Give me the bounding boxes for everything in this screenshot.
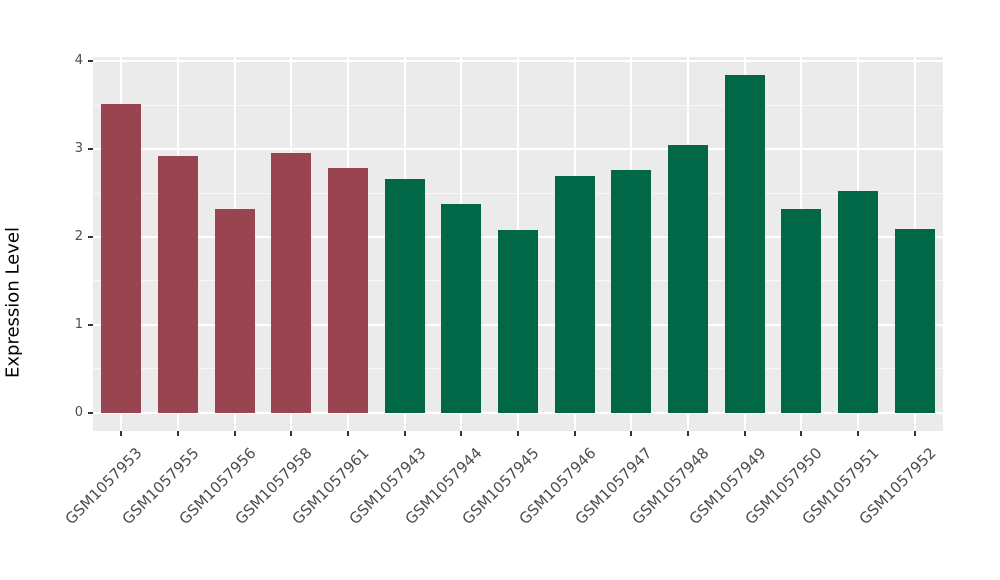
y-axis-title: Expression Level (2, 227, 24, 378)
x-tick-mark (517, 431, 519, 436)
x-tick-mark (290, 431, 293, 436)
x-tick-mark (120, 431, 123, 436)
y-tick-mark (88, 235, 93, 238)
bar (384, 179, 425, 413)
bar (894, 229, 935, 413)
x-tick-mark (460, 431, 463, 436)
y-tick-mark (88, 411, 93, 414)
x-tick-mark (630, 431, 633, 436)
x-tick-mark (573, 431, 576, 436)
bar (781, 208, 822, 413)
bar (214, 208, 255, 413)
plot-panel (93, 57, 943, 431)
bar (611, 170, 652, 413)
x-tick-mark (743, 431, 746, 436)
bar (498, 229, 538, 413)
bar (101, 104, 142, 413)
x-axis: GSM1057953 GSM1057955 GSM1057956 GSM1057958… (62, 431, 943, 580)
y-tick-mark (88, 148, 93, 151)
y-tick-label: 2 (74, 228, 83, 244)
y-tick-label: 3 (74, 141, 83, 157)
x-tick-mark (800, 431, 803, 436)
bar (838, 191, 878, 413)
y-tick-mark (88, 60, 93, 63)
bar (441, 203, 482, 413)
bar (328, 168, 368, 413)
bar (668, 144, 708, 413)
x-tick-mark (687, 431, 689, 436)
bar (724, 74, 765, 413)
bar (271, 152, 312, 413)
x-tick-mark (403, 431, 406, 436)
bar (158, 156, 198, 413)
x-tick-mark (233, 431, 236, 436)
y-axis: Expression Level 0 1 2 3 4 (0, 53, 93, 431)
x-tick-mark (857, 431, 859, 436)
x-tick-mark (347, 431, 349, 436)
x-tick-mark (177, 431, 179, 436)
x-tick-mark (913, 431, 916, 436)
y-tick-label: 1 (74, 316, 83, 332)
y-tick-label: 4 (74, 53, 83, 69)
y-tick-label: 0 (74, 404, 83, 420)
y-tick-mark (88, 323, 93, 326)
bar (554, 175, 595, 413)
